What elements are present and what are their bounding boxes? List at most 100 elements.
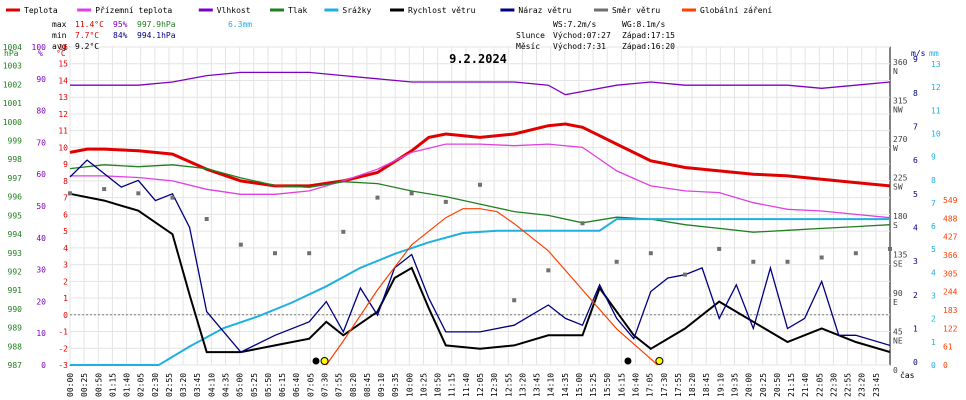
moon-label: Měsíc [516, 42, 540, 51]
wind-direction-point [238, 242, 243, 247]
time-tick-label: 22:05 [815, 373, 824, 397]
axis-tick-label: 7 [931, 199, 936, 208]
axis-tick-label: 1000 [3, 118, 22, 127]
stats-max-rain: 6.3mm [228, 20, 252, 29]
time-tick-label: 20:50 [773, 373, 782, 397]
time-tick-label: 12:55 [504, 373, 513, 397]
axis-tick-label: 2 [63, 277, 68, 286]
wind-direction-point [614, 259, 619, 264]
axis-tick-label: 995 [8, 211, 23, 220]
time-tick-label: 21:15 [787, 373, 796, 397]
time-tick-label: 06:40 [292, 373, 301, 397]
wind-direction-point [170, 195, 175, 200]
axis-tick-label: 225 [893, 174, 908, 183]
wind-direction-point [478, 182, 482, 187]
axis-tick-label: 997 [8, 174, 23, 183]
time-tick-label: 00:00 [66, 373, 75, 397]
time-tick-label: 07:55 [335, 373, 344, 397]
stats-avg-label: avg [52, 42, 67, 51]
axis-tick-label: 7 [63, 194, 68, 203]
axis-tick-label: 20 [36, 297, 46, 306]
axis-tick-label: 90 [893, 289, 903, 298]
axis-tick-label: 50 [36, 202, 46, 211]
axis-tick-label: 987 [8, 361, 23, 370]
axis-tick-label: 0 [913, 358, 918, 367]
axis-tick-label: NE [893, 337, 903, 346]
wind-direction-point [307, 251, 312, 256]
time-tick-label: 05:00 [236, 373, 245, 397]
axis-tick-label: 1 [931, 338, 936, 347]
axis-tick-label: 5 [931, 245, 936, 254]
time-tick-label: 23:45 [872, 373, 881, 397]
axis-unit-hpa: hPa [4, 49, 19, 58]
time-tick-label: 20:00 [745, 373, 754, 397]
axis-unit-degc: °C [56, 49, 66, 58]
axis-tick-label: -3 [58, 361, 68, 370]
series-line-teplota [69, 122, 891, 188]
legend-label: Tlak [288, 6, 307, 15]
legend-label: Globální záření [700, 6, 772, 15]
axis-tick-label: 30 [36, 266, 46, 275]
axis-tick-label: 9 [913, 55, 918, 64]
chart-title: 9.2.2024 [449, 52, 507, 66]
sun-rise: Východ:07:27 [553, 31, 611, 40]
wind-direction-point [68, 191, 72, 196]
time-tick-label: 18:45 [702, 373, 711, 397]
axis-tick-label: S [893, 221, 898, 230]
axis-tick-label: 3 [931, 292, 936, 301]
time-tick-label: 10:00 [405, 373, 414, 397]
axis-tick-label: 0 [41, 361, 46, 370]
wind-direction-point [204, 217, 209, 221]
axis-tick-label: 990 [8, 305, 23, 314]
axis-tick-label: 90 [36, 75, 46, 84]
time-tick-label: 12:05 [476, 373, 485, 397]
axis-tick-label: 0 [943, 361, 948, 370]
axis-tick-label: 1003 [3, 62, 22, 71]
time-tick-label: 02:55 [165, 373, 174, 397]
wind-direction-point [375, 195, 380, 200]
axis-tick-label: 15 [58, 60, 68, 69]
legend-label: Přízemní teplota [95, 6, 172, 15]
series-line-vlhkost [70, 71, 891, 96]
axis-tick-label: 999 [8, 137, 23, 146]
time-tick-label: 19:35 [730, 373, 739, 397]
time-tick-label: 17:05 [646, 373, 655, 397]
time-tick-label: 19:10 [716, 373, 725, 397]
stats-min-hum: 84% [113, 31, 128, 40]
axis-tick-label: 2 [913, 291, 918, 300]
wind-direction-point [273, 251, 277, 256]
axis-unit-mm: mm [929, 49, 939, 58]
time-tick-label: 12:30 [490, 373, 499, 397]
axis-tick-label: 8 [913, 89, 918, 98]
time-tick-label: 20:25 [759, 373, 768, 397]
time-tick-label: 04:10 [207, 373, 216, 397]
axis-unit-ms: m/s [911, 49, 926, 58]
time-tick-label: 22:55 [844, 373, 853, 397]
series-line-tlak [69, 164, 891, 233]
axis-tick-label: 305 [943, 269, 958, 278]
time-tick-label: 05:50 [264, 373, 273, 397]
time-tick-label: 22:30 [829, 373, 838, 397]
time-tick-label: 10:50 [434, 373, 443, 397]
time-tick-label: 11:40 [462, 373, 471, 397]
stats-max-temp: 11.4°C [75, 20, 104, 29]
axis-tick-label: 6 [931, 222, 936, 231]
wind-direction-point [717, 246, 722, 251]
axis-tick-label: 5 [913, 190, 918, 199]
axis-tick-label: 270 [893, 135, 908, 144]
series-line-sr-ky [70, 218, 890, 366]
wind-direction-point [819, 255, 824, 260]
series-line-global-radiation [325, 208, 659, 366]
time-tick-label: 01:15 [108, 373, 117, 397]
time-tick-label: 02:05 [137, 373, 146, 397]
stats-max-hum: 95% [113, 20, 128, 29]
wind-direction-point [443, 199, 448, 204]
wind-direction-point [853, 251, 858, 256]
time-tick-label: 17:30 [660, 373, 669, 397]
wind-direction-point [409, 191, 414, 196]
axis-tick-label: 14 [58, 76, 68, 85]
time-tick-label: 09:35 [391, 373, 400, 397]
time-tick-label: 15:25 [589, 373, 598, 397]
axis-tick-label: 80 [36, 107, 46, 116]
stats-max-label: max [52, 20, 67, 29]
